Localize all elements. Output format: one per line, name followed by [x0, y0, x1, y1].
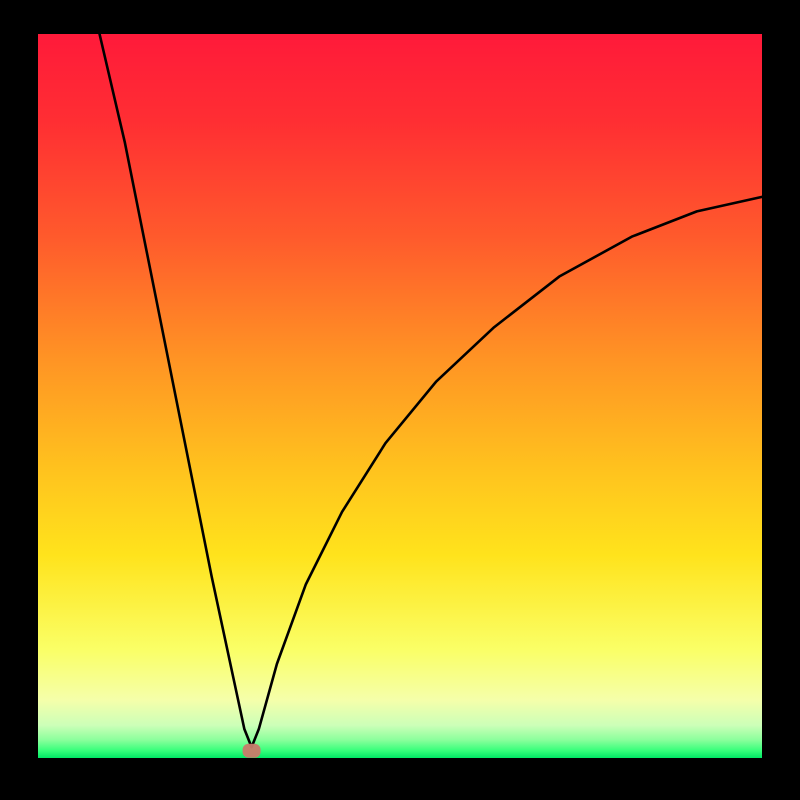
chart-container: TheBottleneck.com: [0, 0, 800, 800]
plot-background: [38, 34, 762, 758]
minimum-marker: [243, 744, 261, 758]
bottleneck-curve-chart: [0, 0, 800, 800]
